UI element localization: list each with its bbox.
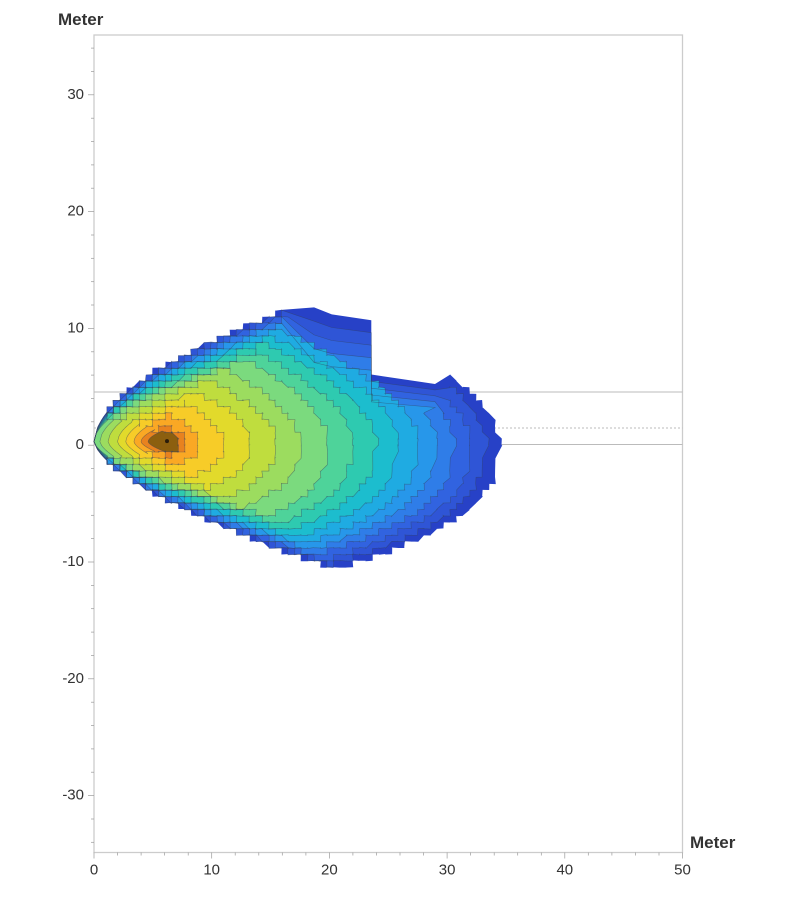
svg-text:0: 0 [76,436,84,453]
svg-text:-20: -20 [62,670,84,687]
svg-text:40: 40 [556,862,573,879]
svg-text:50: 50 [674,862,691,879]
svg-text:10: 10 [67,319,84,336]
svg-text:0: 0 [90,862,98,879]
svg-text:-10: -10 [62,553,84,570]
svg-text:-30: -30 [62,787,84,804]
svg-text:Meter: Meter [58,10,104,29]
svg-text:20: 20 [67,203,84,220]
svg-text:Meter: Meter [690,833,736,852]
svg-text:20: 20 [321,862,338,879]
svg-text:30: 30 [67,86,84,103]
svg-text:10: 10 [203,862,220,879]
svg-text:30: 30 [439,862,456,879]
